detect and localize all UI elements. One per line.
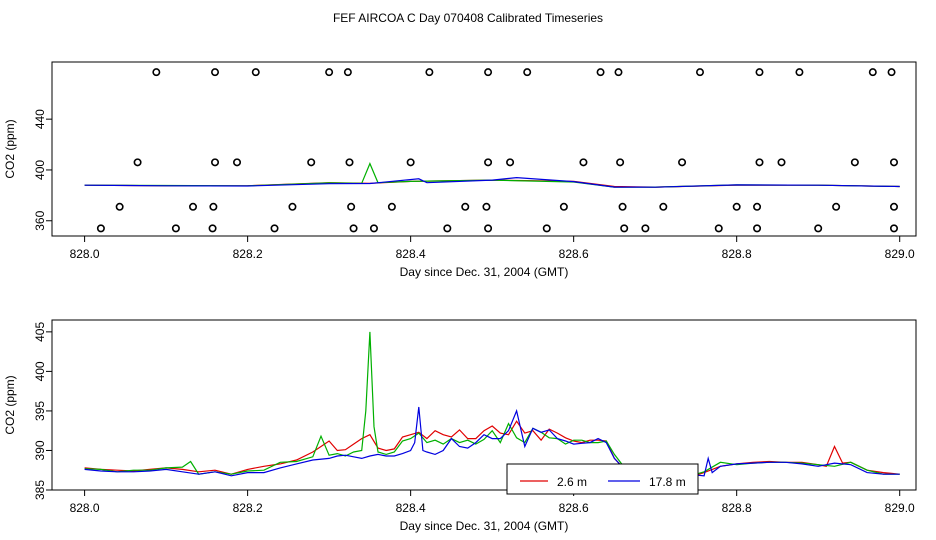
calibration-point <box>616 158 625 167</box>
calibration-point <box>659 202 668 211</box>
calibration-point <box>755 158 764 167</box>
calibration-point <box>732 202 741 211</box>
calibration-point <box>347 202 356 211</box>
calibration-point <box>777 158 786 167</box>
calibration-point <box>889 158 898 167</box>
calibration-point <box>251 68 260 77</box>
calibration-point <box>714 224 723 233</box>
y-tick-label: 360 <box>33 210 47 230</box>
series-line-green <box>84 331 900 482</box>
y-tick-label: 395 <box>33 401 47 421</box>
calibration-point <box>753 224 762 233</box>
calibration-point <box>152 68 161 77</box>
calibration-point <box>307 158 316 167</box>
bottom-panel: 828.0 828.2 828.4 828.6 828.8 829.0 385 390 395 4… <box>3 319 917 533</box>
calibration-point <box>406 158 415 167</box>
calibration-point <box>96 224 105 233</box>
calibration-point <box>618 202 627 211</box>
x-tick-label: 828.4 <box>396 501 426 515</box>
x-axis-label: Day since Dec. 31, 2004 (GMT) <box>400 265 569 279</box>
legend-label: 17.8 m <box>649 475 686 489</box>
series-line-green <box>84 162 900 188</box>
calibration-point <box>832 202 841 211</box>
y-axis-label: CO2 (ppm) <box>3 119 17 178</box>
calibration-point <box>387 202 396 211</box>
x-tick-label: 828.4 <box>396 247 426 261</box>
calibration-point <box>614 68 623 77</box>
calibration-point <box>484 158 493 167</box>
y-tick-label: 440 <box>33 109 47 129</box>
legend-label: 2.6 m <box>557 475 587 489</box>
top-panel: 828.0 828.2 828.4 828.6 828.8 829.0 360 400 440 D… <box>3 61 917 279</box>
calibration-point <box>209 202 218 211</box>
calibration-point <box>482 202 491 211</box>
calibration-point <box>641 224 650 233</box>
calibration-point <box>349 224 358 233</box>
calibration-point <box>484 68 493 77</box>
calibration-point <box>596 68 605 77</box>
calibration-point <box>579 158 588 167</box>
calibration-point <box>425 68 434 77</box>
x-tick-label: 828.0 <box>70 247 100 261</box>
calibration-point <box>887 68 896 77</box>
calibration-point <box>233 158 242 167</box>
y-tick-label: 385 <box>33 480 47 500</box>
calibration-point <box>325 68 334 77</box>
x-tick-label: 828.2 <box>233 501 263 515</box>
calibration-point <box>795 68 804 77</box>
y-tick-label: 405 <box>33 322 47 342</box>
calibration-point <box>211 158 220 167</box>
x-tick-label: 828.0 <box>70 501 100 515</box>
calibration-point <box>753 202 762 211</box>
calibration-point <box>288 202 297 211</box>
calibration-point <box>889 224 898 233</box>
y-tick-label: 400 <box>33 361 47 381</box>
calibration-point <box>133 158 142 167</box>
y-tick-label: 400 <box>33 160 47 180</box>
x-axis-label: Day since Dec. 31, 2004 (GMT) <box>400 519 569 533</box>
calibration-point <box>443 224 452 233</box>
x-tick-label: 828.6 <box>559 501 589 515</box>
x-tick-label: 829.0 <box>885 247 915 261</box>
calibration-point <box>343 68 352 77</box>
calibration-point <box>189 202 198 211</box>
calibration-point <box>542 224 551 233</box>
plot-frame <box>51 319 917 491</box>
calibration-point <box>850 158 859 167</box>
calibration-point <box>461 202 470 211</box>
series-line-17-8-m <box>84 406 900 482</box>
calibration-point <box>506 158 515 167</box>
legend-box <box>506 463 699 495</box>
y-axis-label: CO2 (ppm) <box>3 375 17 434</box>
calibration-point <box>678 158 687 167</box>
calibration-point <box>115 202 124 211</box>
calibration-point <box>345 158 354 167</box>
x-tick-label: 828.8 <box>722 247 752 261</box>
calibration-point <box>171 224 180 233</box>
calibration-point <box>695 68 704 77</box>
series-line-blue <box>84 176 900 188</box>
calibration-point <box>814 224 823 233</box>
x-tick-label: 828.2 <box>233 247 263 261</box>
calibration-point <box>559 202 568 211</box>
figure-title: FEF AIRCOA C Day 070408 Calibrated Times… <box>333 11 603 25</box>
calibration-point <box>523 68 532 77</box>
calibration-point <box>889 202 898 211</box>
calibration-point <box>868 68 877 77</box>
plot-frame <box>51 61 917 237</box>
calibration-point <box>270 224 279 233</box>
calibration-point <box>369 224 378 233</box>
calibration-point <box>208 224 217 233</box>
calibration-point <box>211 68 220 77</box>
x-tick-label: 828.8 <box>722 501 752 515</box>
x-tick-label: 828.6 <box>559 247 589 261</box>
calibration-point <box>484 224 493 233</box>
calibration-point <box>755 68 764 77</box>
x-tick-label: 829.0 <box>885 501 915 515</box>
y-tick-label: 390 <box>33 440 47 460</box>
calibration-point <box>620 224 629 233</box>
